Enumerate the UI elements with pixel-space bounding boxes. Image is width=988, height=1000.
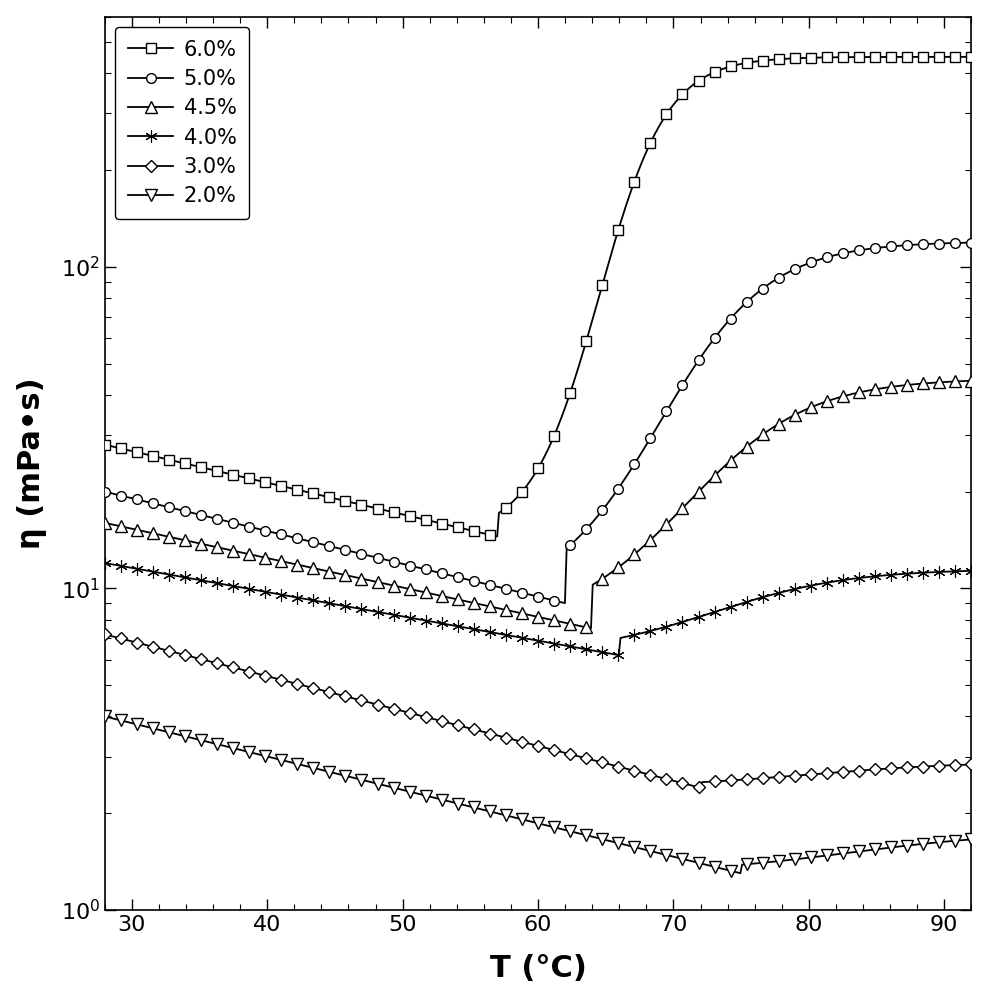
Legend: 6.0%, 5.0%, 4.5%, 4.0%, 3.0%, 2.0%: 6.0%, 5.0%, 4.5%, 4.0%, 3.0%, 2.0%	[116, 27, 249, 219]
Y-axis label: η (mPa•s): η (mPa•s)	[17, 378, 46, 549]
X-axis label: T (°C): T (°C)	[490, 954, 587, 983]
